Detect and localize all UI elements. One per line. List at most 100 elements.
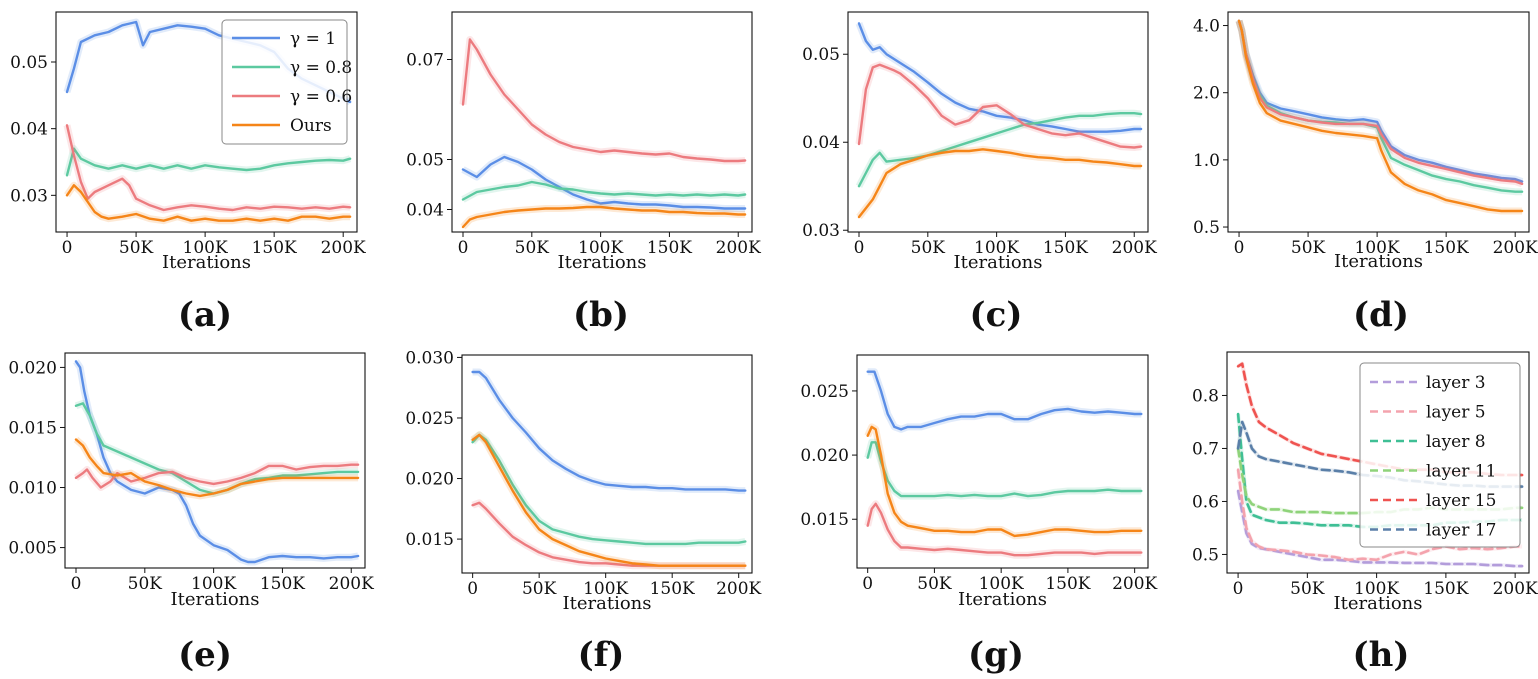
y-tick-label: 0.6 bbox=[1192, 492, 1219, 512]
x-tick-label: 200K bbox=[1493, 579, 1538, 599]
y-tick-label: 1.0 bbox=[1193, 151, 1220, 171]
series-line bbox=[1236, 468, 1524, 562]
series-band bbox=[461, 178, 746, 203]
axes-frame bbox=[847, 11, 1149, 233]
x-tick-label: 150K bbox=[1424, 238, 1469, 258]
series-line bbox=[857, 22, 1143, 133]
x-axis-label: Iterations bbox=[162, 252, 251, 273]
x-tick-label: 0 bbox=[854, 238, 865, 258]
x-tick-label: 0 bbox=[458, 238, 469, 258]
y-tick-label: 0.04 bbox=[406, 201, 444, 221]
series-band bbox=[864, 423, 1142, 540]
x-tick-label: 200K bbox=[1112, 238, 1157, 258]
x-tick-label: 50K bbox=[917, 574, 952, 594]
series-line bbox=[461, 205, 747, 229]
legend-label: layer 3 bbox=[1426, 373, 1486, 393]
y-tick-label: 4.0 bbox=[1193, 17, 1220, 37]
x-tick-label: 150K bbox=[1423, 579, 1468, 599]
series-line bbox=[857, 148, 1143, 219]
axes-frame bbox=[856, 354, 1149, 569]
x-tick-label: 150K bbox=[260, 574, 305, 594]
x-tick-label: 0 bbox=[1234, 238, 1245, 258]
series-line bbox=[866, 441, 1143, 498]
legend-label: layer 15 bbox=[1426, 491, 1496, 511]
series-group bbox=[459, 36, 747, 230]
panel-g: 0 50K 100K 150K 200K 0.015 0.020 0.025 Iteration… bbox=[800, 354, 1158, 675]
panel-label: (d) bbox=[1353, 295, 1409, 335]
series-band bbox=[867, 368, 1142, 433]
series-line bbox=[471, 370, 747, 492]
series-line bbox=[74, 438, 360, 498]
x-tick-label: 100K bbox=[183, 238, 228, 258]
x-tick-label: 150K bbox=[1043, 238, 1088, 258]
series-line bbox=[461, 155, 747, 210]
panel-f: 0 50K 100K 150K 200K 0.015 0.020 0.025 0.030 Iter… bbox=[405, 348, 761, 675]
series-line bbox=[74, 402, 360, 495]
x-tick-label: 100K bbox=[583, 579, 628, 599]
series-band bbox=[460, 203, 746, 230]
x-tick-label: 100K bbox=[1355, 238, 1400, 258]
y-tick-label: 0.03 bbox=[802, 221, 840, 241]
y-tick-label: 0.5 bbox=[1192, 545, 1219, 565]
y-tick-label: 0.04 bbox=[802, 133, 840, 153]
axes-frame bbox=[55, 11, 358, 233]
x-tick-label: 100K bbox=[974, 238, 1019, 258]
series-line bbox=[857, 63, 1143, 149]
x-tick-label: 150K bbox=[650, 579, 695, 599]
y-tick-label: 0.025 bbox=[405, 409, 454, 429]
x-tick-label: 0 bbox=[62, 238, 73, 258]
x-axis-label: Iterations bbox=[1334, 593, 1423, 614]
axes-frame bbox=[64, 352, 366, 569]
y-tick-label: 0.015 bbox=[405, 530, 454, 550]
y-tick-label: 0.015 bbox=[8, 418, 57, 438]
legend-label: γ = 0.8 bbox=[290, 58, 352, 78]
x-tick-label: 0 bbox=[1233, 579, 1244, 599]
panel-label: (c) bbox=[970, 295, 1023, 335]
x-tick-label: 200K bbox=[329, 574, 374, 594]
panel-a: 0 50K 100K 150K 200K 0.03 0.04 0.05 Iterations (a… bbox=[10, 11, 366, 335]
series-line bbox=[461, 180, 747, 201]
y-tick-label: 2.0 bbox=[1193, 84, 1220, 104]
y-tick-label: 0.020 bbox=[8, 358, 57, 378]
y-tick-label: 0.020 bbox=[800, 446, 849, 466]
y-tick-label: 0.04 bbox=[10, 120, 48, 140]
panel-label: (a) bbox=[178, 295, 232, 335]
y-tick-label: 0.7 bbox=[1192, 439, 1219, 459]
x-tick-label: 200K bbox=[716, 579, 761, 599]
y-tick-label: 0.5 bbox=[1193, 218, 1220, 238]
panel-label: (e) bbox=[178, 635, 232, 675]
x-tick-label: 100K bbox=[191, 574, 236, 594]
series-line bbox=[866, 502, 1143, 557]
y-tick-label: 0.030 bbox=[405, 348, 454, 368]
x-tick-label: 50K bbox=[911, 238, 946, 258]
y-tick-label: 0.8 bbox=[1192, 386, 1219, 406]
x-axis-label: Iterations bbox=[563, 593, 652, 614]
y-tick-label: 0.010 bbox=[8, 479, 57, 499]
series-group bbox=[1235, 19, 1524, 215]
legend-label: γ = 0.6 bbox=[290, 87, 352, 107]
x-axis-label: Iterations bbox=[958, 589, 1047, 610]
x-tick-label: 50K bbox=[1290, 579, 1325, 599]
series-line bbox=[866, 370, 1143, 431]
legend-label: Ours bbox=[290, 116, 332, 136]
panel-label: (g) bbox=[968, 635, 1024, 675]
series-band bbox=[73, 359, 359, 566]
series-line bbox=[74, 463, 360, 489]
x-axis-label: Iterations bbox=[1334, 251, 1423, 272]
series-line bbox=[471, 433, 747, 546]
y-tick-label: 0.03 bbox=[10, 186, 48, 206]
panel-h: 0 50K 100K 150K 200K 0.5 0.6 0.7 0.8 Iterations (h… bbox=[1192, 351, 1538, 675]
series-line bbox=[74, 360, 360, 564]
x-axis-label: Iterations bbox=[954, 252, 1043, 273]
series-line bbox=[471, 433, 747, 567]
x-axis-label: Iterations bbox=[171, 589, 260, 610]
series-group bbox=[855, 22, 1143, 220]
series-line bbox=[1237, 19, 1524, 213]
legend-label: layer 17 bbox=[1426, 521, 1496, 541]
x-tick-label: 150K bbox=[1045, 574, 1090, 594]
series-line bbox=[1236, 489, 1524, 568]
x-tick-label: 200K bbox=[1493, 238, 1538, 258]
series-line bbox=[1237, 19, 1524, 183]
x-tick-label: 150K bbox=[252, 238, 297, 258]
legend-label: layer 8 bbox=[1426, 432, 1486, 452]
